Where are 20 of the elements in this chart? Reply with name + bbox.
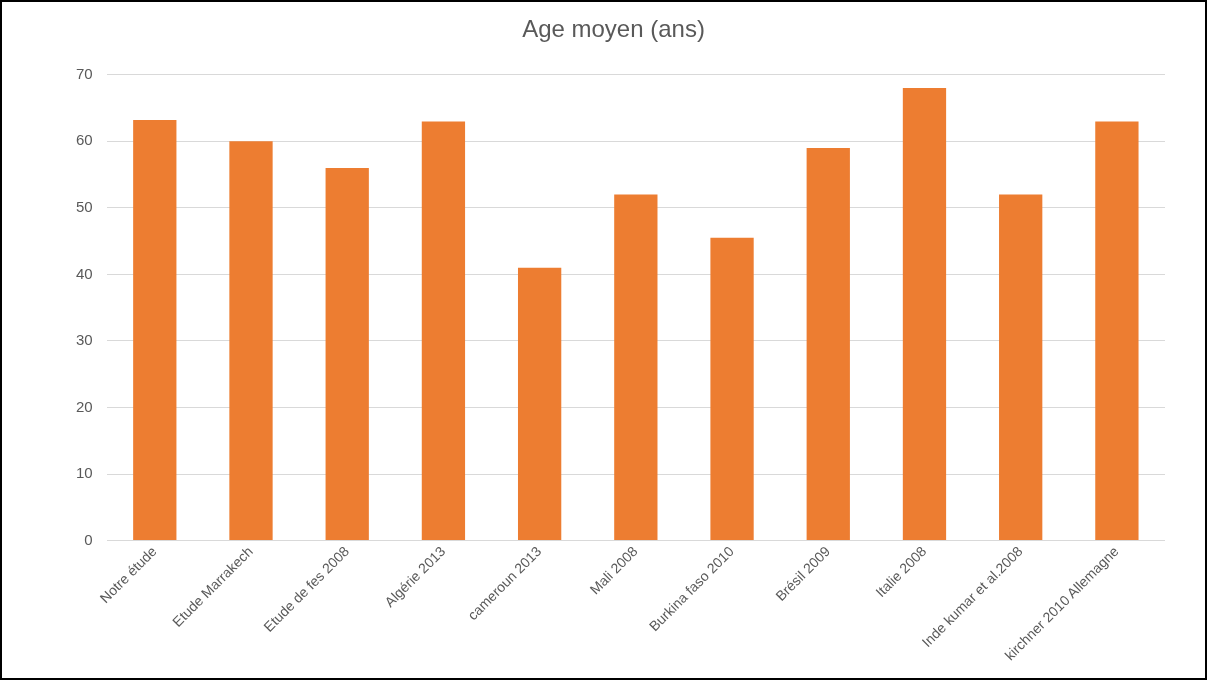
y-tick-label: 50: [76, 198, 93, 216]
y-tick-label: 30: [76, 331, 93, 349]
bar: [710, 237, 754, 541]
bar: [421, 121, 466, 541]
y-tick-label: 70: [76, 64, 93, 82]
bar: [517, 267, 562, 541]
bar: [229, 141, 273, 541]
chart-title: Age moyen (ans): [522, 15, 705, 43]
y-tick-label: 20: [76, 397, 93, 415]
y-tick-label: 10: [76, 464, 93, 482]
y-tick-label: 40: [76, 264, 93, 282]
bar: [806, 148, 850, 541]
bar: [902, 88, 947, 541]
bar: [133, 120, 177, 541]
bar: [325, 167, 369, 541]
bar: [1095, 121, 1139, 541]
y-tick-label: 60: [76, 131, 93, 149]
bar: [999, 194, 1043, 541]
y-tick-label: 0: [84, 530, 93, 548]
bar: [614, 194, 658, 541]
